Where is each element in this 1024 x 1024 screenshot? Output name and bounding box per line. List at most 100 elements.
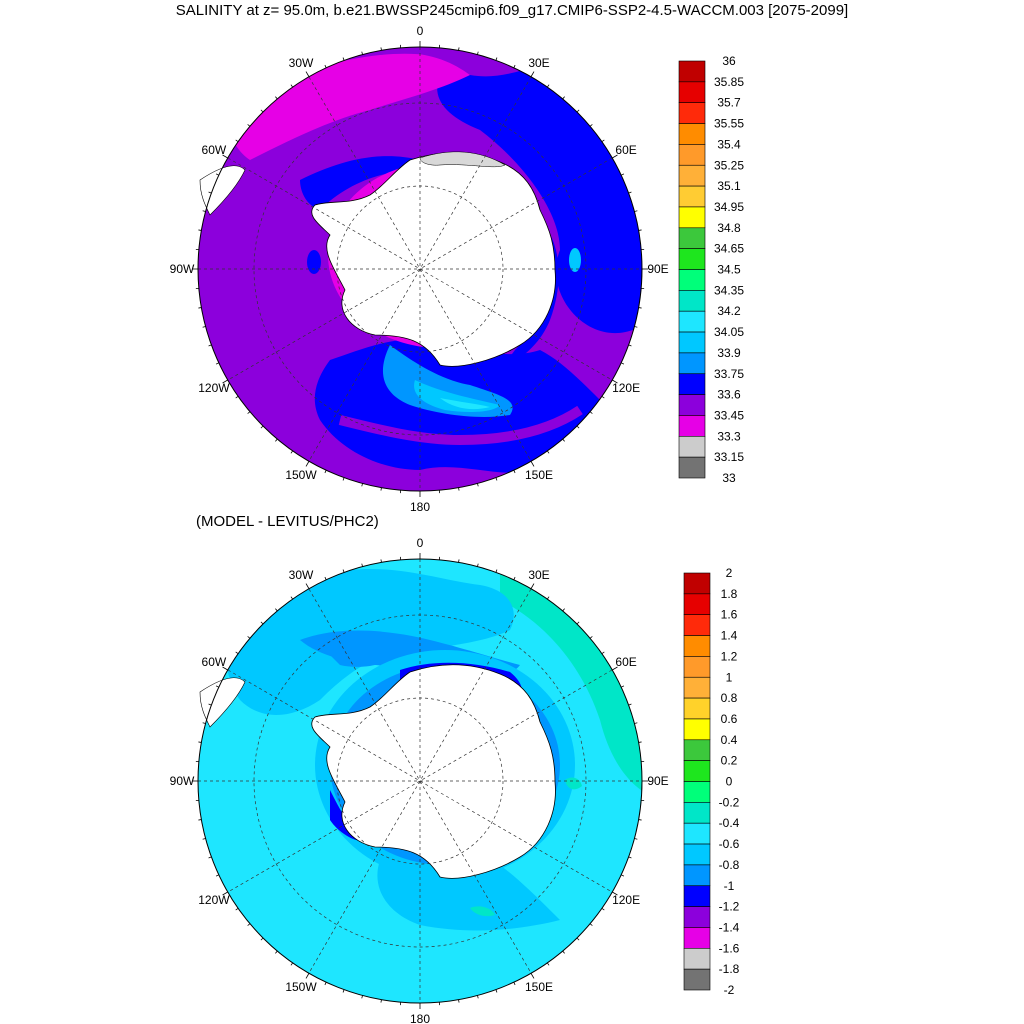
tick-mark xyxy=(290,84,293,88)
lon-60e-label: 60E xyxy=(615,143,636,157)
tick-mark xyxy=(576,109,580,113)
tick-mark xyxy=(562,608,565,612)
colorbar-box xyxy=(683,864,711,887)
tick-mark xyxy=(562,950,565,954)
colorbar-label: -0.2 xyxy=(719,795,740,809)
tick-mark xyxy=(458,487,460,491)
colorbar-box xyxy=(678,373,706,395)
colorbar-label: 1.4 xyxy=(721,629,738,643)
colorbar-box xyxy=(683,781,711,803)
colorbar-label: 0.6 xyxy=(721,712,738,726)
lon-90e-label: 90E xyxy=(647,774,668,788)
lon-150e-label: 150E xyxy=(525,468,553,482)
tick-mark xyxy=(222,666,228,671)
tick-mark xyxy=(208,703,212,706)
colorbar-label: 33.45 xyxy=(714,409,744,423)
colorbar-label: -1.8 xyxy=(719,962,740,976)
colorbar-label: 34.95 xyxy=(714,200,744,214)
tick-mark xyxy=(324,470,327,474)
tick-mark xyxy=(215,362,219,365)
tick-mark xyxy=(215,173,219,176)
difference-colorbar: 2 1.8 1.6 1.4 1.2 1 0.8 0.6 0.4 0.2 0 -0.2 -0.4 -0.6 -… xyxy=(683,566,740,997)
colorbar-label: 35.55 xyxy=(714,117,744,131)
tick-mark xyxy=(612,891,618,896)
tick-mark xyxy=(305,973,310,979)
colorbar-label: 35.85 xyxy=(714,75,744,89)
lon-180-label: 180 xyxy=(410,1012,430,1024)
colorbar-label: 34.5 xyxy=(717,263,741,277)
tick-mark xyxy=(202,838,206,840)
colorbar-label: 0.2 xyxy=(721,754,738,768)
colorbar-box xyxy=(683,843,711,866)
tick-mark xyxy=(634,326,638,328)
lon-30w-label: 30W xyxy=(289,56,314,70)
colorbar-box xyxy=(683,968,711,991)
tick-mark xyxy=(305,461,310,467)
colorbar-label: 34.65 xyxy=(714,242,744,256)
tick-mark xyxy=(495,569,498,573)
colorbar-box xyxy=(683,656,711,678)
tick-mark xyxy=(458,47,460,51)
colorbar-label: 35.25 xyxy=(714,158,744,172)
tick-mark xyxy=(342,569,345,573)
lon-90e-label: 90E xyxy=(647,262,668,276)
lon-30e-label: 30E xyxy=(528,568,549,582)
tick-mark xyxy=(495,57,498,61)
tick-mark xyxy=(547,450,550,454)
tick-mark xyxy=(305,71,310,77)
lon-150e-label: 150E xyxy=(525,980,553,994)
tick-mark xyxy=(547,962,550,966)
colorbar-label: 2 xyxy=(726,566,733,580)
lon-0-label: 0 xyxy=(417,536,424,550)
tick-mark xyxy=(612,666,618,671)
tick-mark xyxy=(601,651,605,654)
tick-mark xyxy=(202,722,206,724)
tick-mark xyxy=(513,982,516,986)
colorbar-label: -1.6 xyxy=(719,941,740,955)
figure-title: SALINITY at z= 95.0m, b.e21.BWSSP245cmip… xyxy=(175,2,849,19)
colorbar-box xyxy=(683,635,711,657)
lon-90w-label: 90W xyxy=(170,774,195,788)
tick-mark xyxy=(589,411,593,414)
tick-mark xyxy=(361,51,363,55)
tick-mark xyxy=(247,411,251,414)
colorbar-label: 1 xyxy=(726,670,733,684)
colorbar-box xyxy=(683,593,711,615)
tick-mark xyxy=(612,154,618,159)
colorbar-label: 34.35 xyxy=(714,283,744,297)
tick-mark xyxy=(235,651,239,654)
lon-60w-label: 60W xyxy=(202,143,227,157)
colorbar-label: 1.6 xyxy=(721,608,738,622)
lon-30e-label: 30E xyxy=(528,56,549,70)
colorbar-box xyxy=(678,415,706,437)
tick-mark xyxy=(324,576,327,580)
colorbar-box xyxy=(678,123,706,145)
tick-mark xyxy=(638,307,642,309)
tick-mark xyxy=(275,950,278,954)
lon-150w-label: 150W xyxy=(285,468,317,482)
colorbar-box xyxy=(678,310,706,333)
colorbar-box xyxy=(683,614,711,636)
tick-mark xyxy=(324,982,327,986)
colorbar-box xyxy=(678,206,706,229)
tick-mark xyxy=(628,191,632,194)
tick-mark xyxy=(247,124,251,127)
tick-mark xyxy=(477,563,479,567)
colorbar-box xyxy=(678,456,706,479)
tick-mark xyxy=(477,995,479,999)
difference-title: (MODEL - LEVITUS/PHC2) xyxy=(196,513,379,530)
tick-mark xyxy=(513,64,516,68)
colorbar-box xyxy=(683,906,711,928)
lon-120e-label: 120E xyxy=(612,381,640,395)
tick-mark xyxy=(495,989,498,993)
difference-map: 0 30E 60E 90E 120E 150E 180 150W 120W 90W 60W 30W xyxy=(170,536,669,1024)
tick-mark xyxy=(247,923,251,926)
tick-mark xyxy=(530,583,535,589)
colorbar-box xyxy=(683,802,711,824)
colorbar-label: 35.1 xyxy=(717,179,741,193)
colorbar-box xyxy=(683,927,711,949)
lon-120e-label: 120E xyxy=(612,893,640,907)
colorbar-label: -2 xyxy=(724,983,735,997)
tick-mark xyxy=(601,139,605,142)
tick-mark xyxy=(547,84,550,88)
